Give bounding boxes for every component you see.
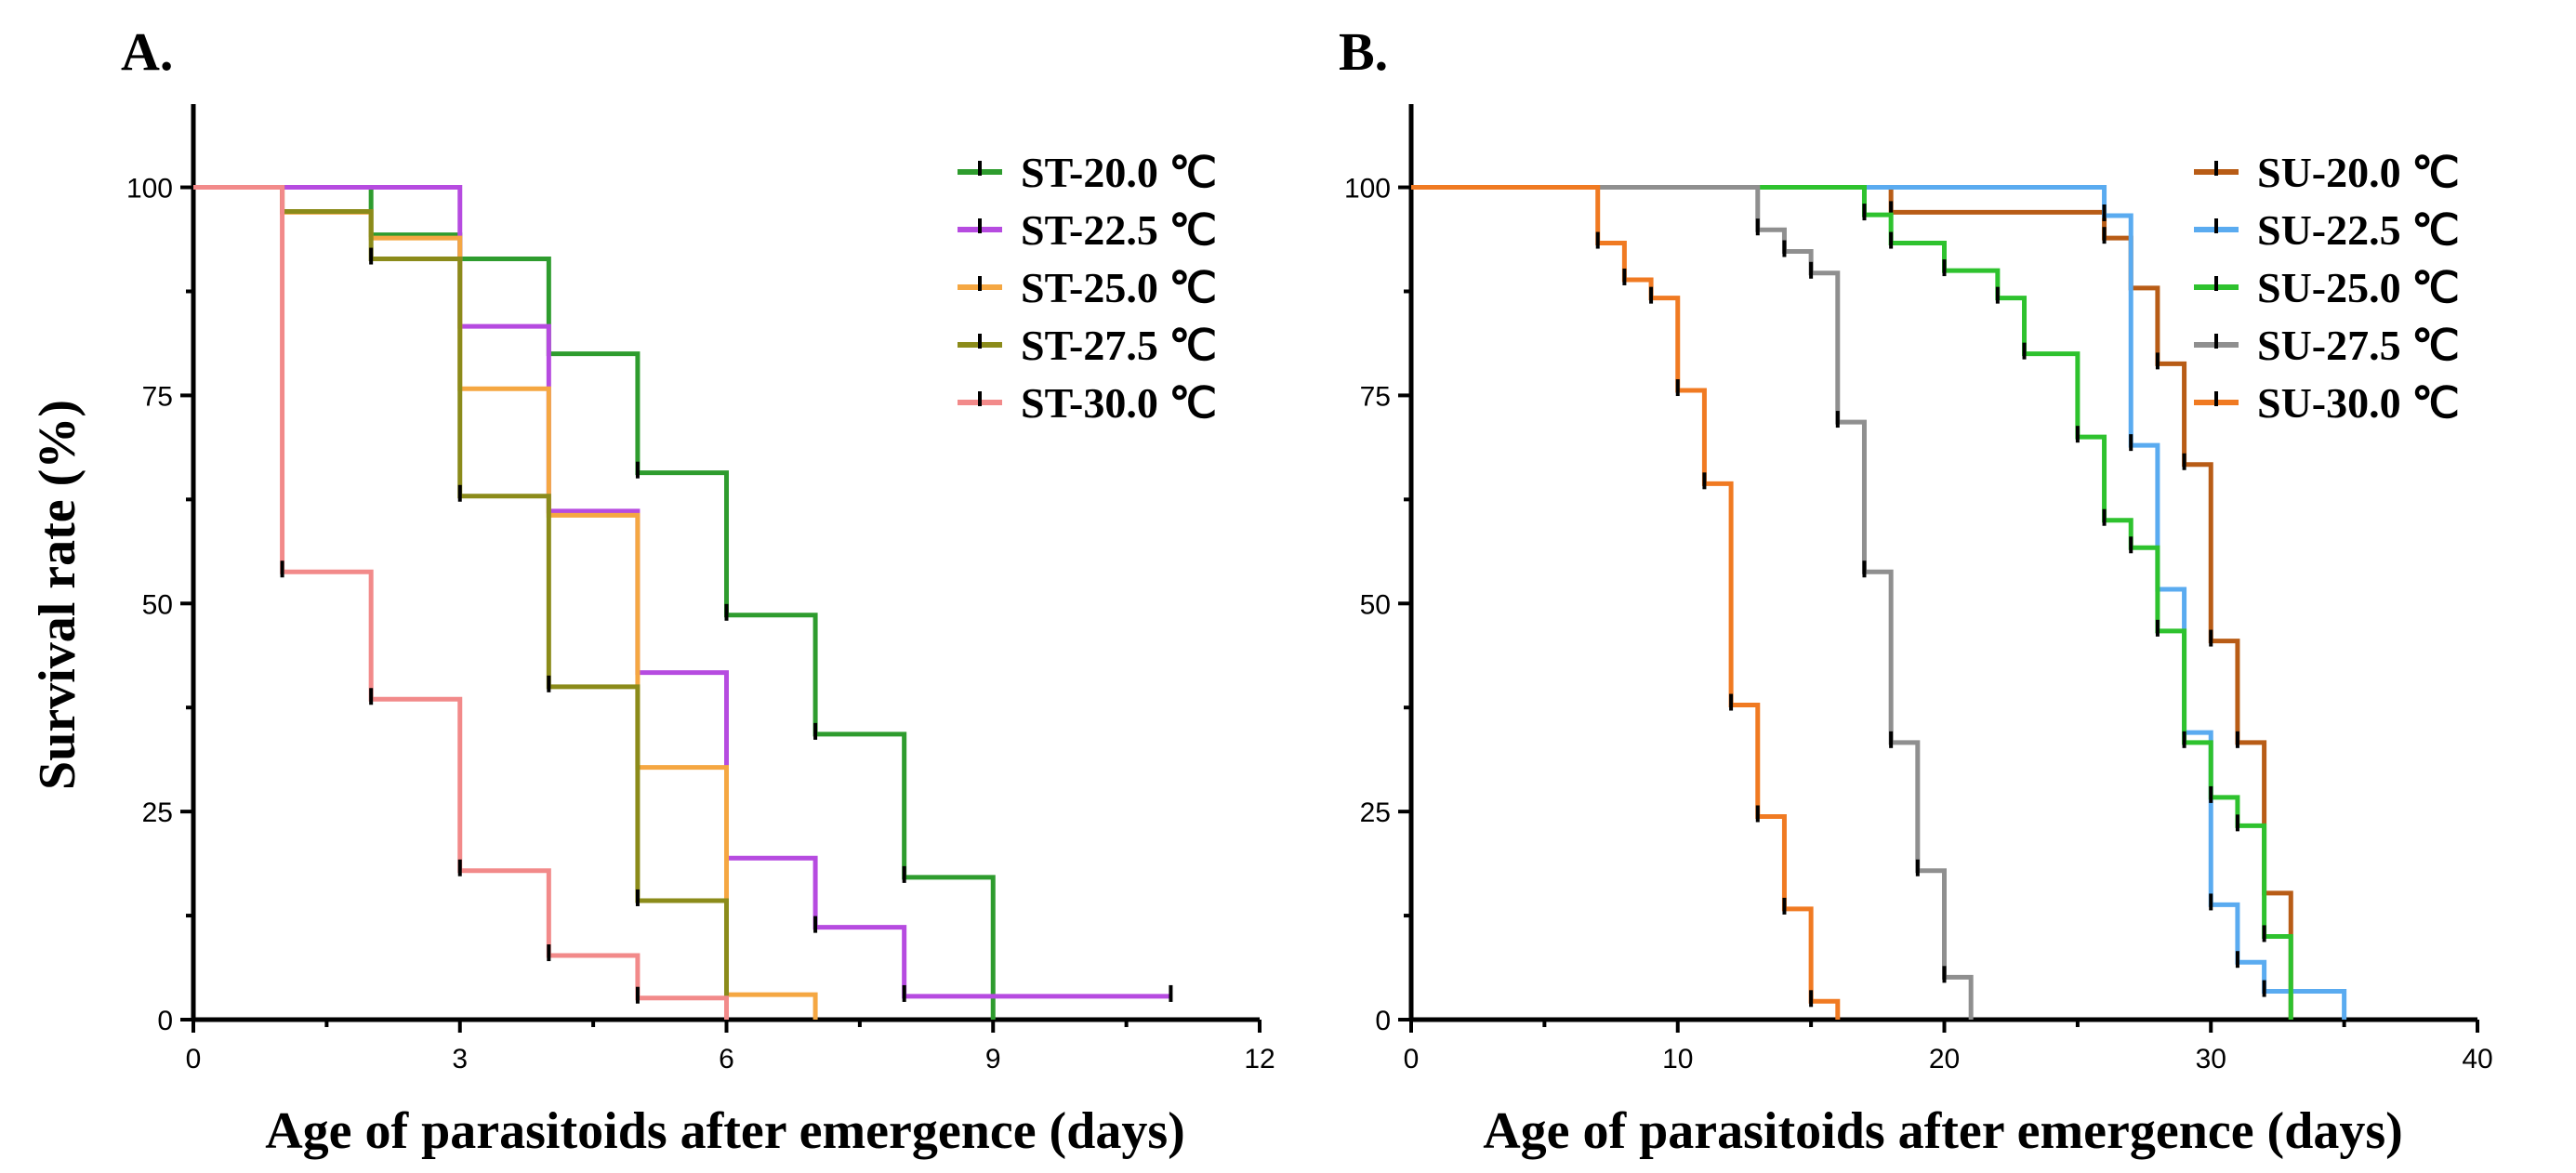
panel-b-y-tick-label: 0	[1375, 1006, 1391, 1036]
panel-b-legend-label: SU-22.5 ℃	[2257, 206, 2460, 254]
panel-a-y-tick-label: 0	[157, 1006, 173, 1036]
panel-a-series-3-line	[193, 185, 729, 1020]
panel-a-y-tick-label: 25	[142, 797, 173, 828]
panel-b-legend: SU-20.0 ℃ SU-22.5 ℃ SU-25.0 ℃ SU-27.5 ℃ SU-3…	[2194, 149, 2460, 427]
panel-a-legend: ST-20.0 ℃ ST-22.5 ℃ ST-25.0 ℃ ST-27.5 ℃ ST-3…	[958, 149, 1217, 427]
panel-a-x-tick-label: 9	[985, 1044, 1001, 1074]
panel-a-x-tick-label: 6	[719, 1044, 734, 1074]
panel-b-label: B.	[1339, 21, 1388, 82]
panel-b-series-3-line	[1411, 185, 1974, 1020]
panel-a: A. Survival rate (%) Age of parasitoids …	[29, 21, 1275, 1160]
panel-a-x-axis-title: Age of parasitoids after emergence (days…	[265, 1102, 1185, 1160]
panel-b-y-tick-label: 50	[1360, 589, 1391, 620]
panel-a-y-axis-title: Survival rate (%)	[29, 400, 86, 790]
panel-a-legend-label: ST-20.0 ℃	[1021, 149, 1217, 196]
panel-b-series-1-line	[1411, 185, 2347, 1020]
panel-b-y-tick-label: 75	[1360, 381, 1391, 412]
panel-a-series-0-line	[193, 185, 996, 1020]
panel-a-y-tick-label: 50	[142, 589, 173, 620]
panel-a-label: A.	[121, 21, 173, 82]
panel-b: B. Age of parasitoids after emergence (d…	[1339, 21, 2493, 1160]
panel-a-legend-label: ST-30.0 ℃	[1021, 379, 1217, 427]
panel-a-y-tick-label: 75	[142, 381, 173, 412]
panel-a-legend-label: ST-25.0 ℃	[1021, 264, 1217, 311]
panel-a-series	[193, 185, 1173, 1020]
panel-a-legend-label: ST-22.5 ℃	[1021, 206, 1217, 254]
panel-b-legend-label: SU-27.5 ℃	[2257, 322, 2460, 369]
panel-a-x-tick-label: 12	[1244, 1044, 1275, 1074]
panel-a-y-tick-label: 100	[126, 174, 173, 204]
panel-a-ticks: 0 3 6 9 12 0 25 50 75 100	[126, 174, 1275, 1074]
panel-b-x-axis-title: Age of parasitoids after emergence (days…	[1483, 1102, 2403, 1160]
panel-a-series-2-line	[193, 185, 818, 1020]
panel-b-y-tick-label: 100	[1344, 174, 1391, 204]
panel-a-legend-label: ST-27.5 ℃	[1021, 322, 1217, 369]
panel-a-x-tick-label: 3	[452, 1044, 468, 1074]
panel-a-x-tick-label: 0	[186, 1044, 202, 1074]
panel-b-legend-label: SU-20.0 ℃	[2257, 149, 2460, 196]
panel-b-x-tick-label: 20	[1929, 1044, 1960, 1074]
panel-b-x-tick-label: 30	[2196, 1044, 2226, 1074]
panel-b-x-tick-label: 40	[2462, 1044, 2492, 1074]
panel-b-legend-label: SU-25.0 ℃	[2257, 264, 2460, 311]
panel-b-legend-label: SU-30.0 ℃	[2257, 379, 2460, 427]
panel-b-ticks: 0 10 20 30 40 0 25 50 75 100	[1344, 174, 2493, 1074]
panel-b-x-tick-label: 0	[1404, 1044, 1420, 1074]
panel-b-series-4-line	[1411, 185, 1841, 1020]
panel-b-y-tick-label: 25	[1360, 797, 1391, 828]
panel-b-series	[1411, 185, 2347, 1020]
panel-b-x-tick-label: 10	[1662, 1044, 1693, 1074]
panel-a-series-1-line	[193, 185, 1171, 999]
